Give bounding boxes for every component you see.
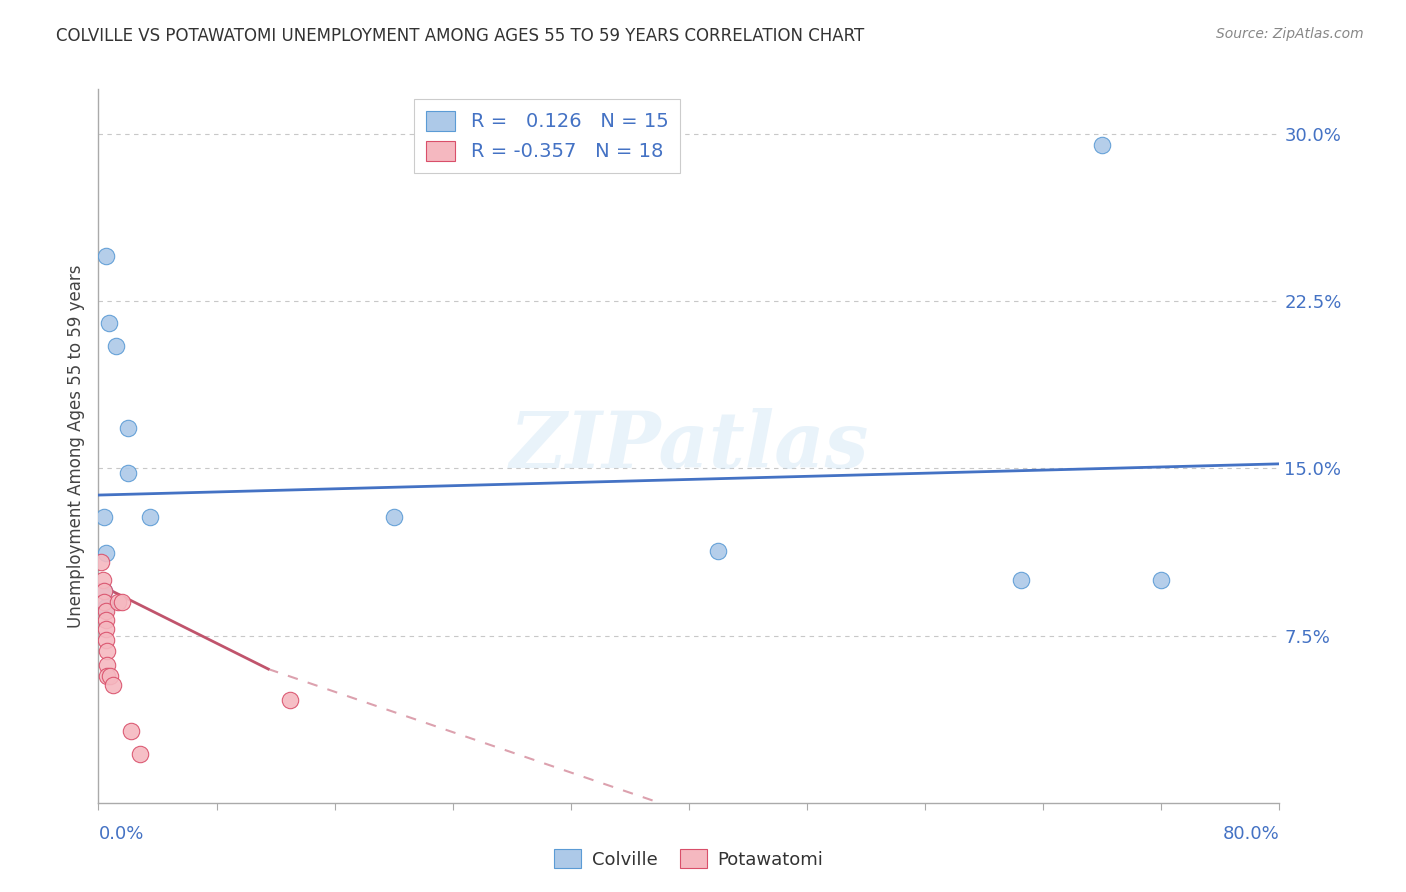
Text: COLVILLE VS POTAWATOMI UNEMPLOYMENT AMONG AGES 55 TO 59 YEARS CORRELATION CHART: COLVILLE VS POTAWATOMI UNEMPLOYMENT AMON… — [56, 27, 865, 45]
Point — [1091, 138, 1114, 153]
Point — [128, 747, 150, 761]
Text: ZIPatlas: ZIPatlas — [509, 408, 869, 484]
Point — [94, 604, 117, 618]
Point — [117, 466, 139, 480]
Point — [93, 583, 115, 598]
Point — [93, 595, 115, 609]
Point — [96, 644, 118, 658]
Point — [98, 669, 121, 683]
Point — [96, 669, 118, 683]
Point — [707, 543, 730, 558]
Point — [97, 317, 120, 331]
Text: 0.0%: 0.0% — [98, 825, 143, 843]
Point — [93, 583, 115, 598]
Point — [120, 724, 142, 739]
Point — [94, 546, 117, 560]
Point — [139, 510, 162, 524]
Point — [382, 510, 405, 524]
Legend: Colville, Potawatomi: Colville, Potawatomi — [547, 842, 831, 876]
Point — [107, 595, 129, 609]
Text: 80.0%: 80.0% — [1223, 825, 1279, 843]
Point — [105, 338, 128, 352]
Point — [278, 693, 302, 707]
Point — [117, 421, 139, 435]
Point — [90, 555, 112, 569]
Point — [94, 249, 117, 264]
Point — [94, 633, 117, 648]
Point — [1010, 573, 1032, 587]
Y-axis label: Unemployment Among Ages 55 to 59 years: Unemployment Among Ages 55 to 59 years — [66, 264, 84, 628]
Point — [94, 622, 117, 636]
Point — [93, 510, 115, 524]
Point — [96, 657, 118, 672]
Point — [91, 573, 114, 587]
Point — [103, 678, 125, 692]
Point — [1150, 573, 1173, 587]
Point — [94, 599, 117, 614]
Point — [94, 613, 117, 627]
Text: Source: ZipAtlas.com: Source: ZipAtlas.com — [1216, 27, 1364, 41]
Point — [111, 595, 134, 609]
